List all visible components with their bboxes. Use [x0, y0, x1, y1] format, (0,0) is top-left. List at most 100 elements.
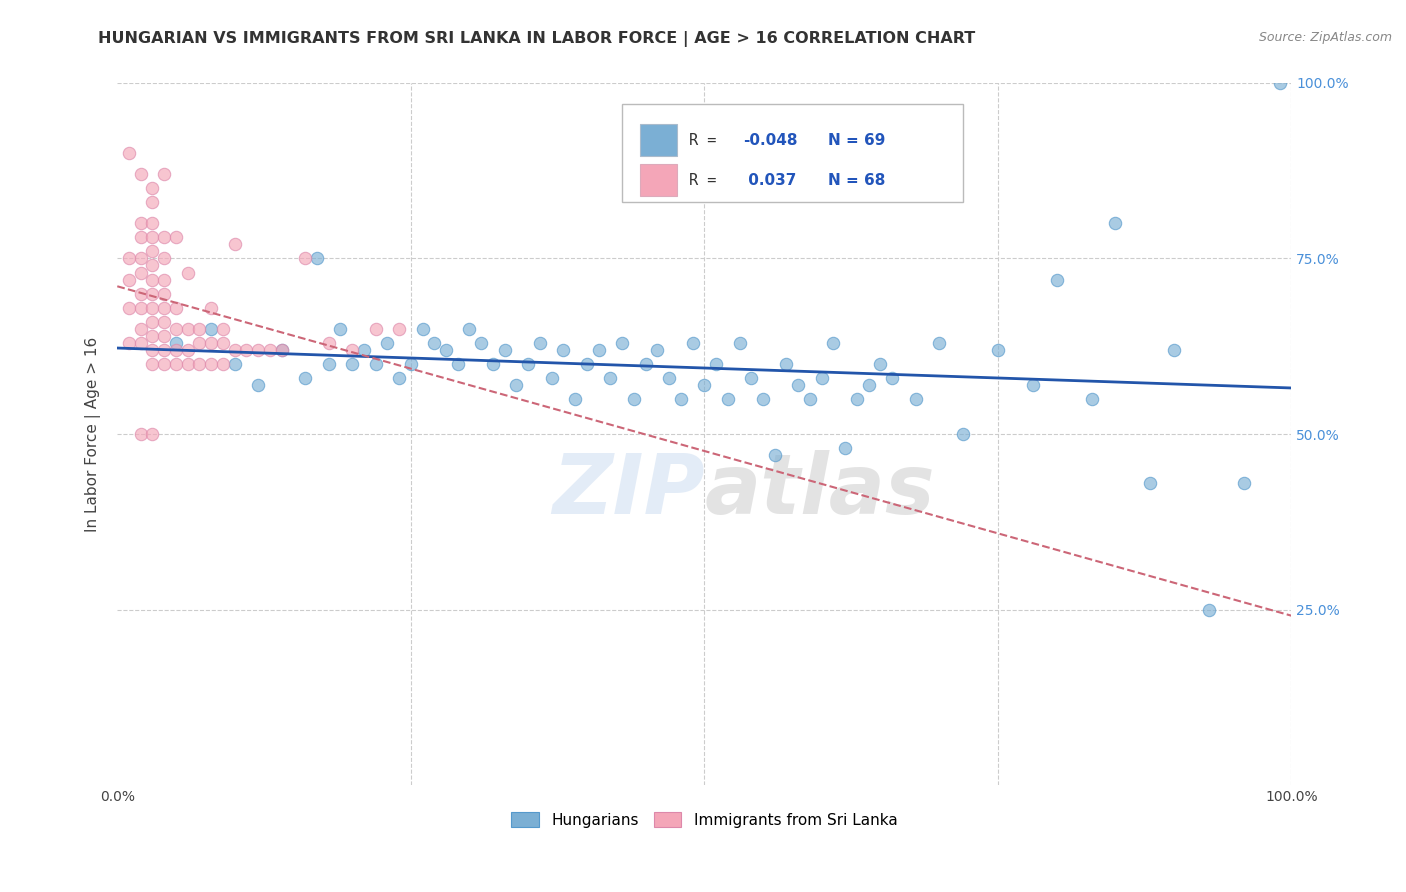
Point — [129, 230, 152, 244]
Y-axis label: In Labor Force | Age > 16: In Labor Force | Age > 16 — [86, 336, 101, 532]
Point — [129, 266, 152, 280]
Point — [188, 335, 211, 350]
Point — [1268, 76, 1291, 90]
Point — [153, 315, 176, 329]
Point — [200, 301, 222, 315]
Point — [987, 343, 1010, 357]
Point — [141, 244, 163, 259]
Point — [329, 321, 352, 335]
Point — [540, 371, 562, 385]
Point — [610, 335, 633, 350]
Text: 0.037: 0.037 — [742, 173, 796, 187]
Point — [129, 335, 152, 350]
Point — [294, 252, 316, 266]
Point — [165, 343, 187, 357]
Point — [141, 181, 163, 195]
Point — [141, 286, 163, 301]
Point — [517, 357, 540, 371]
Point — [141, 259, 163, 273]
Point — [529, 335, 551, 350]
Point — [799, 392, 821, 406]
Point — [141, 216, 163, 230]
Text: R =: R = — [689, 133, 725, 147]
Point — [658, 371, 681, 385]
Point — [952, 427, 974, 442]
Point — [118, 146, 141, 161]
Point — [858, 377, 880, 392]
Point — [787, 377, 810, 392]
Point — [752, 392, 775, 406]
Point — [212, 357, 235, 371]
Point — [1139, 476, 1161, 491]
Point — [153, 328, 176, 343]
Point — [775, 357, 797, 371]
Point — [1233, 476, 1256, 491]
Point — [141, 343, 163, 357]
Point — [270, 343, 292, 357]
Point — [141, 301, 163, 315]
Point — [224, 237, 246, 252]
Point — [634, 357, 657, 371]
Point — [141, 230, 163, 244]
Point — [118, 272, 141, 286]
Point — [869, 357, 891, 371]
Point — [141, 272, 163, 286]
Point — [740, 371, 762, 385]
Point — [165, 230, 187, 244]
Point — [259, 343, 281, 357]
Point — [717, 392, 740, 406]
Point — [305, 252, 328, 266]
FancyBboxPatch shape — [640, 164, 678, 196]
Point — [153, 343, 176, 357]
Point — [364, 357, 387, 371]
FancyBboxPatch shape — [640, 124, 678, 156]
Point — [141, 427, 163, 442]
Point — [177, 357, 200, 371]
Point — [340, 343, 363, 357]
Point — [141, 315, 163, 329]
Point — [669, 392, 692, 406]
Point — [553, 343, 575, 357]
Point — [294, 371, 316, 385]
Point — [129, 216, 152, 230]
Text: HUNGARIAN VS IMMIGRANTS FROM SRI LANKA IN LABOR FORCE | AGE > 16 CORRELATION CHA: HUNGARIAN VS IMMIGRANTS FROM SRI LANKA I… — [98, 31, 976, 47]
Point — [141, 328, 163, 343]
Point — [118, 335, 141, 350]
Point — [823, 335, 845, 350]
Point — [141, 195, 163, 210]
Point — [153, 252, 176, 266]
Point — [129, 301, 152, 315]
Point — [564, 392, 586, 406]
Point — [728, 335, 751, 350]
Point — [693, 377, 716, 392]
Point — [1045, 272, 1067, 286]
Point — [188, 321, 211, 335]
Point — [388, 371, 411, 385]
Point — [482, 357, 505, 371]
Point — [412, 321, 434, 335]
Point — [118, 252, 141, 266]
Point — [200, 335, 222, 350]
Point — [505, 377, 527, 392]
Point — [470, 335, 492, 350]
Point — [165, 301, 187, 315]
Legend: Hungarians, Immigrants from Sri Lanka: Hungarians, Immigrants from Sri Lanka — [505, 805, 904, 834]
Point — [200, 321, 222, 335]
Point — [494, 343, 516, 357]
Point — [177, 343, 200, 357]
Point — [129, 321, 152, 335]
Point — [212, 335, 235, 350]
Point — [375, 335, 398, 350]
Point — [704, 357, 727, 371]
Point — [153, 272, 176, 286]
Point — [434, 343, 457, 357]
Point — [364, 321, 387, 335]
Point — [188, 357, 211, 371]
Text: N = 68: N = 68 — [828, 173, 884, 187]
Point — [810, 371, 832, 385]
Point — [399, 357, 422, 371]
Text: R =: R = — [689, 173, 725, 187]
Point — [165, 321, 187, 335]
Point — [318, 357, 340, 371]
Point — [388, 321, 411, 335]
